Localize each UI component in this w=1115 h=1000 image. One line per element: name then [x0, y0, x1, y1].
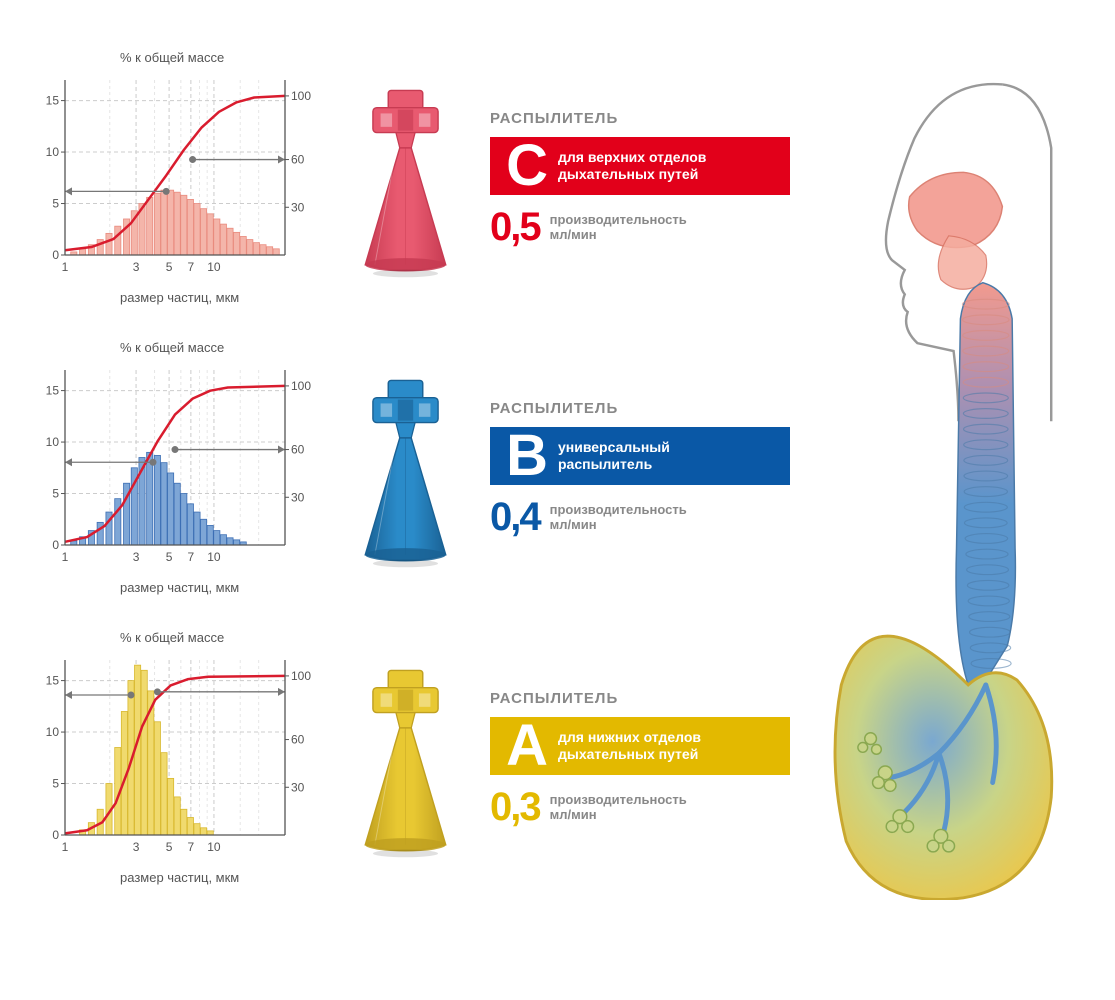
- chart-title: % к общей массе: [120, 340, 224, 355]
- svg-text:10: 10: [207, 840, 221, 854]
- chart-xlabel: размер частиц, мкм: [120, 580, 239, 595]
- svg-text:5: 5: [52, 487, 59, 501]
- svg-text:3: 3: [133, 840, 140, 854]
- svg-text:1: 1: [62, 550, 69, 564]
- svg-text:15: 15: [46, 384, 60, 398]
- svg-text:10: 10: [46, 145, 60, 159]
- performance-line: 0,3 производительностьмл/мин: [490, 785, 790, 830]
- svg-text:3: 3: [133, 260, 140, 274]
- respiratory-anatomy-diagram: // draw trachea rings (function(){ const…: [812, 50, 1085, 900]
- svg-text:7: 7: [188, 550, 195, 564]
- svg-text:0: 0: [52, 538, 59, 552]
- svg-text:30: 30: [291, 780, 305, 794]
- svg-text:5: 5: [166, 550, 173, 564]
- svg-text:10: 10: [46, 435, 60, 449]
- info-header: РАСПЫЛИТЕЛЬ: [490, 110, 790, 127]
- svg-text:10: 10: [207, 550, 221, 564]
- chart-title: % к общей массе: [120, 50, 224, 65]
- banner-letter: A: [490, 720, 546, 772]
- nebulizer-row-A: % к общей массе 0 5 10 15 30 60 100 1 3 5 7 10 размер…: [30, 630, 792, 890]
- nebulizer-row-C: % к общей массе 0 5 10 15 30 60 100 1 3 5 7 10 размер…: [30, 50, 792, 310]
- performance-value: 0,3: [490, 785, 540, 830]
- particle-size-chart-A: % к общей массе0510153060100135710размер…: [30, 635, 320, 885]
- particle-size-chart-C: % к общей массе0510153060100135710размер…: [30, 55, 320, 305]
- svg-text:5: 5: [52, 777, 59, 791]
- banner-letter: C: [490, 140, 546, 192]
- info-header: РАСПЫЛИТЕЛЬ: [490, 690, 790, 707]
- nebulizer-info-C: РАСПЫЛИТЕЛЬ C для верхних отделовдыхател…: [490, 110, 790, 250]
- svg-text:10: 10: [207, 260, 221, 274]
- nebulizer-info-A: РАСПЫЛИТЕЛЬ A для нижних отделовдыхатель…: [490, 690, 790, 830]
- svg-text:1: 1: [62, 840, 69, 854]
- svg-text:0: 0: [52, 248, 59, 262]
- svg-text:0: 0: [52, 828, 59, 842]
- nebulizer-icon-C: [345, 80, 465, 280]
- nebulizer-row-B: % к общей массе 0 5 10 15 30 60 100 1 3 5 7 10 размер…: [30, 340, 792, 600]
- svg-text:60: 60: [291, 443, 305, 457]
- performance-line: 0,4 производительностьмл/мин: [490, 495, 790, 540]
- svg-text:30: 30: [291, 200, 305, 214]
- svg-text:1: 1: [62, 260, 69, 274]
- svg-text:100: 100: [291, 669, 311, 683]
- performance-label: производительностьмл/мин: [550, 503, 687, 533]
- svg-text:15: 15: [46, 94, 60, 108]
- svg-text:7: 7: [188, 840, 195, 854]
- svg-text:3: 3: [133, 550, 140, 564]
- svg-text:100: 100: [291, 89, 311, 103]
- info-header: РАСПЫЛИТЕЛЬ: [490, 400, 790, 417]
- svg-text:5: 5: [52, 197, 59, 211]
- banner-text: для нижних отделовдыхательных путей: [546, 729, 713, 763]
- chart-xlabel: размер частиц, мкм: [120, 870, 239, 885]
- info-banner: A для нижних отделовдыхательных путей: [490, 717, 790, 775]
- nebulizer-icon-A: [345, 660, 465, 860]
- nebulizer-info-B: РАСПЫЛИТЕЛЬ B универсальныйраспылитель 0…: [490, 400, 790, 540]
- svg-text:10: 10: [46, 725, 60, 739]
- banner-text: для верхних отделовдыхательных путей: [546, 149, 718, 183]
- svg-text:30: 30: [291, 490, 305, 504]
- performance-line: 0,5 производительностьмл/мин: [490, 205, 790, 250]
- nebulizer-icon-B: [345, 370, 465, 570]
- performance-label: производительностьмл/мин: [550, 213, 687, 243]
- performance-value: 0,5: [490, 205, 540, 250]
- svg-text:5: 5: [166, 840, 173, 854]
- svg-text:5: 5: [166, 260, 173, 274]
- banner-text: универсальныйраспылитель: [546, 439, 682, 473]
- particle-size-chart-B: % к общей массе0510153060100135710размер…: [30, 345, 320, 595]
- svg-text:100: 100: [291, 379, 311, 393]
- svg-text:60: 60: [291, 733, 305, 747]
- banner-letter: B: [490, 430, 546, 482]
- performance-value: 0,4: [490, 495, 540, 540]
- chart-xlabel: размер частиц, мкм: [120, 290, 239, 305]
- svg-text:7: 7: [188, 260, 195, 274]
- svg-text:15: 15: [46, 674, 60, 688]
- performance-label: производительностьмл/мин: [550, 793, 687, 823]
- info-banner: C для верхних отделовдыхательных путей: [490, 137, 790, 195]
- svg-text:60: 60: [291, 153, 305, 167]
- chart-title: % к общей массе: [120, 630, 224, 645]
- info-banner: B универсальныйраспылитель: [490, 427, 790, 485]
